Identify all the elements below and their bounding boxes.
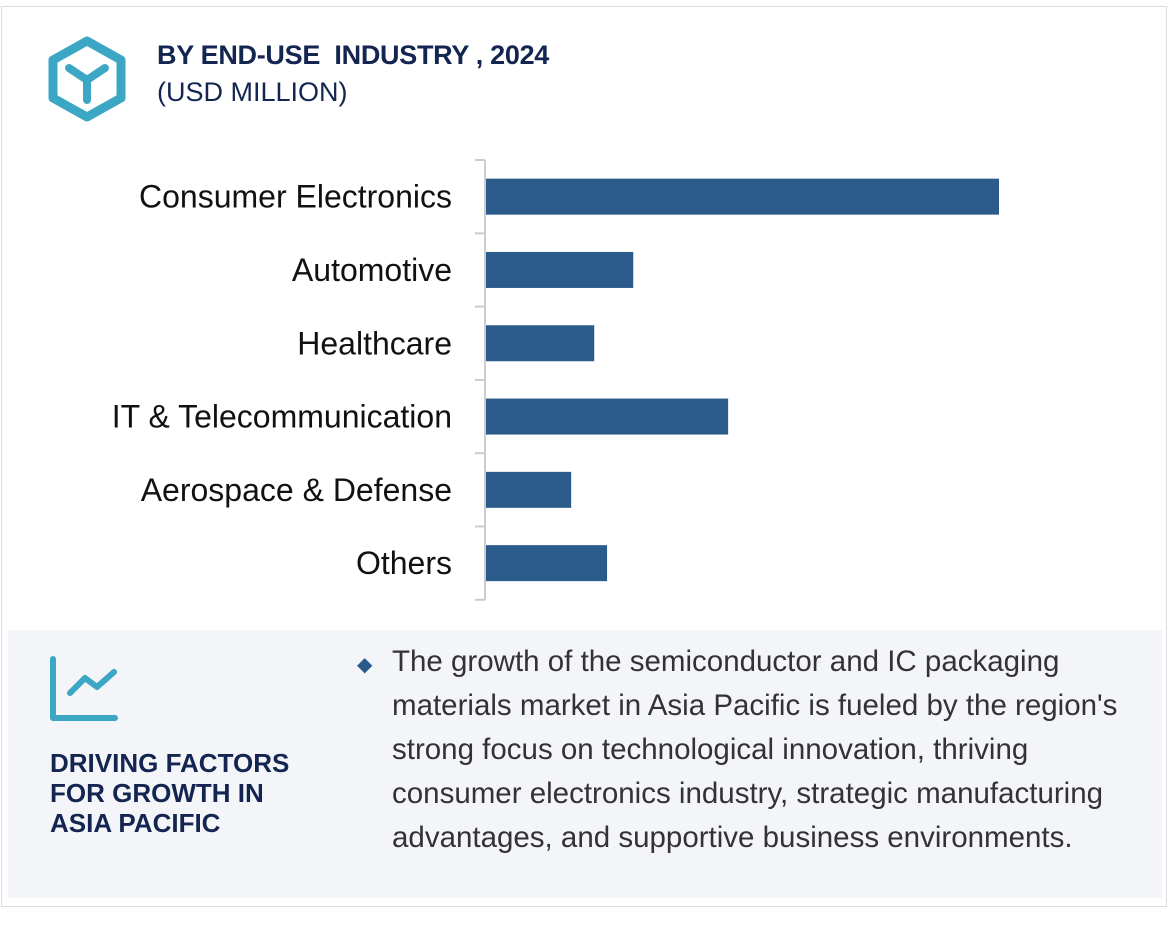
panel-title: DRIVING FACTORS FOR GROWTH IN ASIA PACIF… <box>50 748 290 838</box>
bar <box>486 325 595 362</box>
chart-subtitle: (USD MILLION) <box>157 77 348 107</box>
bar <box>486 178 999 215</box>
category-label: Healthcare <box>297 325 452 361</box>
category-label: Aerospace & Defense <box>141 472 452 508</box>
bar <box>486 251 634 288</box>
category-label: Others <box>356 545 452 581</box>
bar <box>486 545 608 582</box>
card <box>1 6 1167 907</box>
panel-description: The growth of the semiconductor and IC p… <box>392 645 1118 854</box>
bar <box>486 471 572 508</box>
chart-title: BY END-USE INDUSTRY , 2024 <box>157 40 550 70</box>
bar-chart: Consumer Electronics Automotive Healthcare… <box>112 159 999 601</box>
category-label: Automotive <box>292 252 452 288</box>
category-label: IT & Telecommunication <box>112 399 452 435</box>
trend-line-chart-icon <box>50 656 118 721</box>
bar <box>486 398 729 435</box>
driving-factors-panel <box>8 630 1162 898</box>
category-label: Consumer Electronics <box>139 179 452 215</box>
hexagon-y-icon <box>48 36 126 122</box>
diamond-bullet-icon: ◆ <box>357 654 373 676</box>
